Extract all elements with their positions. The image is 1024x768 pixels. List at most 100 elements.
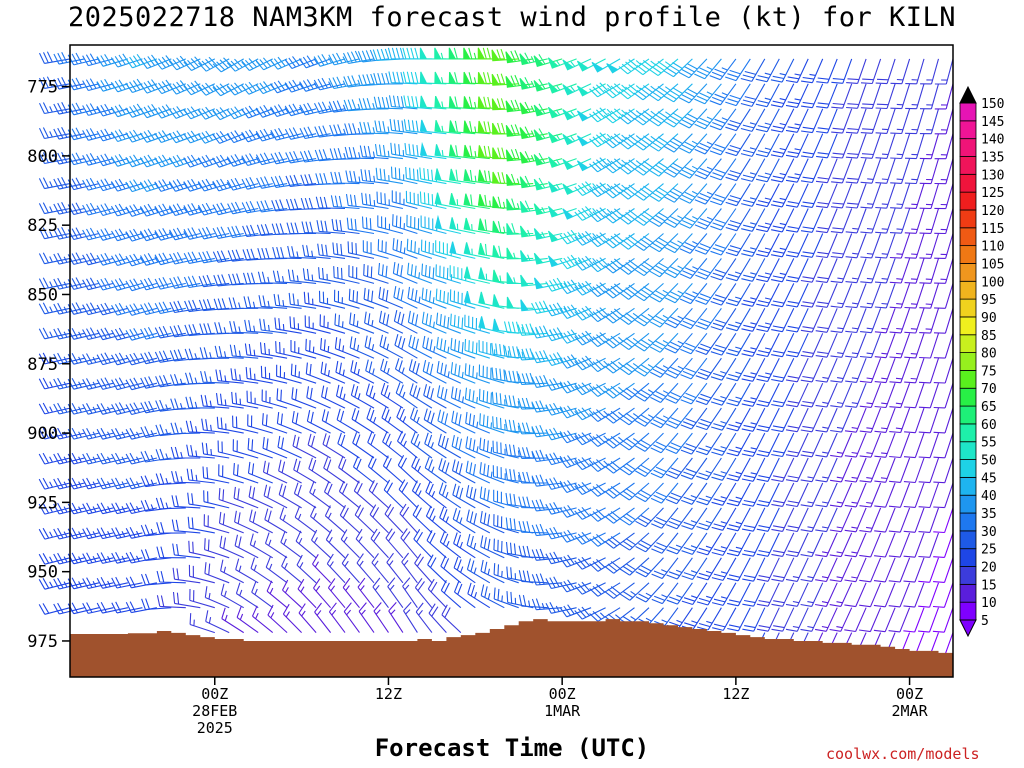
wind-barb: [413, 529, 433, 559]
wind-barb: [296, 554, 317, 584]
wind-barb: [860, 258, 882, 284]
wind-barb: [725, 258, 751, 282]
wind-barb: [633, 133, 664, 151]
wind-barb: [649, 283, 679, 303]
wind-barb: [380, 358, 404, 384]
wind-barb: [648, 158, 679, 177]
wind-barb: [664, 158, 693, 178]
wind-barb: [329, 148, 360, 160]
wind-barb: [531, 325, 563, 339]
wind-barb: [618, 233, 650, 250]
wind-barb: [903, 532, 925, 558]
wind-barb: [800, 582, 824, 607]
wind-barb: [800, 258, 824, 283]
wind-barb: [741, 407, 766, 432]
wind-barb: [448, 168, 476, 185]
wind-barb: [368, 480, 389, 509]
wind-barb: [574, 255, 606, 271]
wind-barb: [297, 578, 317, 609]
wind-barb: [726, 407, 751, 432]
wind-barb: [889, 308, 911, 334]
wind-barb: [771, 582, 795, 607]
wind-barb: [562, 207, 592, 220]
wind-barb: [384, 504, 404, 534]
wind-barb: [678, 83, 708, 104]
x-tick-label: 00Z: [201, 685, 228, 703]
wind-barb: [403, 95, 432, 110]
wind-barb: [770, 183, 795, 208]
wind-barb: [185, 420, 215, 434]
colorbar-label: 145: [981, 115, 1004, 130]
wind-barb: [248, 485, 273, 509]
wind-barb: [663, 58, 693, 78]
wind-barb: [348, 265, 375, 284]
wind-barb: [829, 507, 853, 533]
wind-barb: [202, 466, 230, 484]
wind-barb: [695, 283, 722, 305]
wind-barb: [918, 507, 940, 533]
wind-barb: [531, 300, 563, 314]
wind-barb: [125, 576, 158, 589]
wind-barb: [933, 532, 954, 558]
wind-barb: [319, 314, 346, 334]
wind-barb: [695, 307, 722, 330]
wind-barb: [741, 507, 766, 532]
wind-barb: [711, 582, 737, 606]
wind-barb: [437, 409, 462, 434]
wind-barb: [464, 338, 490, 359]
wind-barb: [665, 457, 693, 480]
wind-barb: [633, 208, 664, 226]
wind-barb: [727, 582, 751, 607]
wind-barb: [665, 382, 693, 404]
wind-barb: [545, 327, 577, 342]
wind-barb: [323, 457, 346, 484]
wind-barb: [234, 510, 259, 534]
wind-barb: [504, 394, 534, 409]
wind-barb: [531, 350, 563, 364]
wind-barb: [619, 582, 650, 601]
wind-barb: [859, 383, 882, 408]
wind-barb: [257, 247, 288, 260]
wind-barb: [492, 171, 519, 185]
wind-barb: [559, 354, 592, 369]
wind-barb: [650, 407, 679, 429]
wind-barb: [236, 606, 259, 634]
wind-barb: [357, 49, 389, 63]
wind-barb: [695, 357, 722, 381]
wind-barb: [755, 183, 780, 208]
wind-barb: [125, 377, 158, 391]
wind-barb: [375, 167, 403, 185]
wind-barb: [235, 558, 259, 584]
wind-barb: [242, 248, 273, 261]
wind-barb: [186, 444, 215, 459]
wind-barb: [96, 54, 129, 67]
wind-barb: [204, 538, 230, 559]
wind-barb: [466, 509, 491, 534]
wind-barb: [815, 357, 838, 383]
colorbar-label: 35: [981, 507, 997, 522]
wind-barb: [830, 407, 853, 433]
wind-barb: [463, 120, 490, 135]
wind-barb: [412, 504, 433, 534]
wind-barb: [875, 208, 896, 234]
wind-barb: [874, 358, 896, 384]
wind-barb: [903, 457, 925, 484]
colorbar-label: 70: [981, 382, 997, 397]
wind-barb: [695, 432, 722, 456]
wind-barb: [435, 312, 461, 334]
wind-barb: [213, 298, 244, 311]
wind-barb: [434, 144, 461, 160]
wind-barb: [125, 601, 158, 614]
wind-barb: [463, 217, 490, 235]
wind-barb: [334, 337, 360, 359]
wind-barb: [785, 407, 809, 433]
wind-barb: [665, 407, 693, 429]
wind-barb: [200, 394, 230, 409]
wind-barb: [649, 258, 679, 278]
source-credit[interactable]: coolwx.com/models: [826, 745, 980, 763]
wind-barb: [438, 458, 462, 484]
wind-barb: [860, 108, 882, 134]
wind-barb: [845, 233, 867, 259]
wind-barb: [651, 507, 679, 529]
wind-barb: [830, 333, 853, 358]
